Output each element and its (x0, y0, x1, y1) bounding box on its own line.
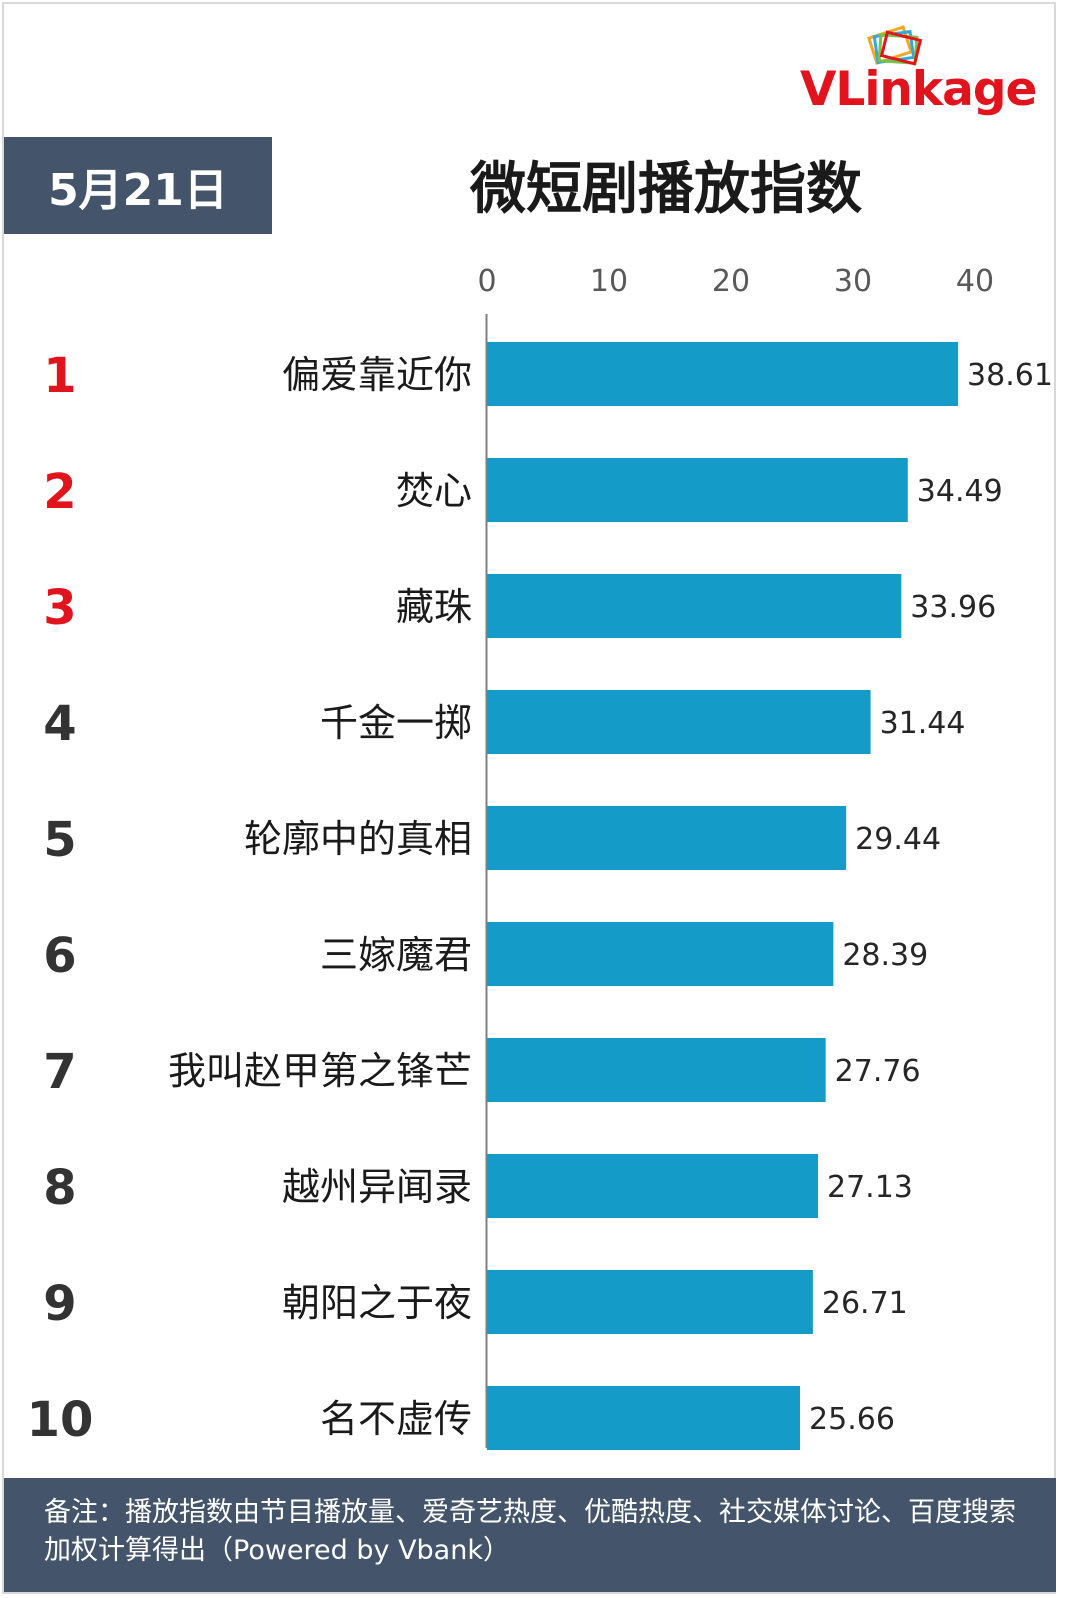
bar (487, 574, 902, 638)
date-label: 5月21日 (48, 164, 228, 216)
bar (487, 1270, 813, 1334)
page-frame (2, 2, 1056, 1594)
logo-text-red: VLink (800, 62, 943, 117)
rank-label: 5 (43, 812, 76, 868)
bar (487, 1154, 818, 1218)
bar (487, 922, 834, 986)
footer-note: 备注：播放指数由节目播放量、爱奇艺热度、优酷热度、社交媒体讨论、百度搜索加权计算… (4, 1478, 1056, 1592)
x-tick-label: 30 (834, 264, 872, 299)
x-tick-label: 0 (477, 264, 496, 299)
rank-label: 10 (27, 1392, 94, 1448)
data-label: 27.76 (835, 1054, 921, 1089)
x-tick-label: 40 (956, 264, 994, 299)
rank-label: 8 (43, 1160, 76, 1216)
data-label: 31.44 (880, 706, 966, 741)
data-label: 25.66 (809, 1402, 895, 1437)
data-label: 38.61 (967, 358, 1053, 393)
date-badge: 5月21日 (4, 137, 272, 234)
bar (487, 342, 959, 406)
data-label: 26.71 (822, 1286, 908, 1321)
category-label: 轮廓中的真相 (244, 817, 472, 861)
bar (487, 1038, 826, 1102)
rank-label: 1 (43, 348, 76, 404)
category-label: 藏珠 (396, 585, 472, 629)
rank-label: 3 (43, 580, 76, 636)
category-label: 偏爱靠近你 (282, 353, 472, 397)
bar (487, 458, 908, 522)
data-label: 29.44 (855, 822, 941, 857)
data-label: 27.13 (827, 1170, 913, 1205)
bar (487, 1386, 801, 1450)
category-label: 千金一掷 (320, 701, 472, 745)
rank-label: 9 (43, 1276, 76, 1332)
logo-text-dark: age (942, 62, 1037, 117)
category-label: 焚心 (396, 469, 472, 513)
category-label: 我叫赵甲第之锋芒 (168, 1049, 472, 1093)
category-label: 朝阳之于夜 (282, 1281, 472, 1325)
chart-title: 微短剧播放指数 (470, 157, 862, 222)
rank-label: 2 (43, 464, 76, 520)
category-label: 越州异闻录 (282, 1165, 472, 1209)
rank-label: 4 (43, 696, 76, 752)
category-label: 名不虚传 (320, 1397, 472, 1441)
category-label: 三嫁魔君 (320, 933, 472, 977)
data-label: 28.39 (842, 938, 928, 973)
data-label: 33.96 (910, 590, 996, 625)
bar (487, 690, 871, 754)
vlinkage-logo: VLinkage (800, 22, 1050, 117)
footer-note-text: 备注：播放指数由节目播放量、爱奇艺热度、优酷热度、社交媒体讨论、百度搜索加权计算… (44, 1497, 1016, 1566)
logo-frames-icon (866, 25, 923, 66)
x-tick-label: 20 (712, 264, 750, 299)
bar (487, 806, 847, 870)
x-tick-label: 10 (590, 264, 628, 299)
rank-label: 6 (43, 928, 76, 984)
data-label: 34.49 (917, 474, 1003, 509)
rank-label: 7 (43, 1044, 76, 1100)
